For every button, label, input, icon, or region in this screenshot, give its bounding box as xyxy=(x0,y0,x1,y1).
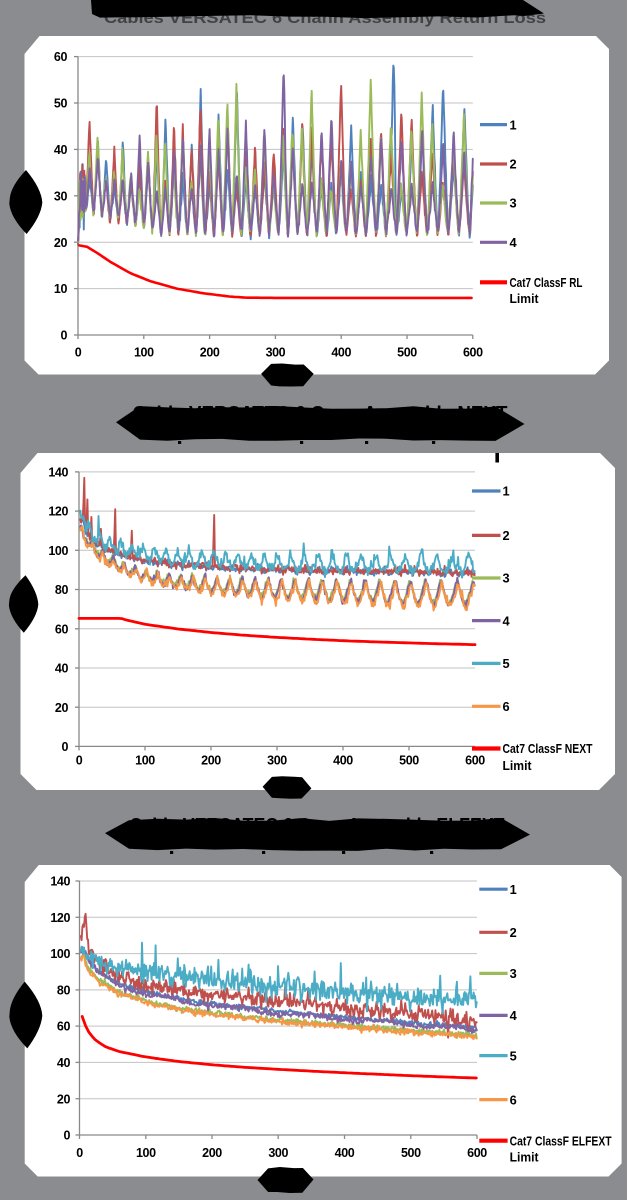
svg-text:60: 60 xyxy=(54,50,68,64)
svg-text:3: 3 xyxy=(503,571,510,586)
svg-text:80: 80 xyxy=(57,984,71,998)
svg-text:4: 4 xyxy=(503,613,511,628)
svg-text:100: 100 xyxy=(134,346,154,360)
svg-text:40: 40 xyxy=(54,143,68,157)
svg-text:0: 0 xyxy=(75,346,82,360)
svg-text:1: 1 xyxy=(510,882,517,897)
svg-text:5: 5 xyxy=(510,1048,517,1063)
svg-text:Cat7 ClassF NEXT: Cat7 ClassF NEXT xyxy=(503,741,593,756)
svg-text:20: 20 xyxy=(54,236,68,250)
svg-text:100: 100 xyxy=(136,1146,156,1160)
svg-text:5: 5 xyxy=(503,656,510,671)
svg-text:6: 6 xyxy=(503,699,510,714)
svg-text:0: 0 xyxy=(60,329,67,343)
svg-text:0: 0 xyxy=(61,740,68,754)
svg-text:0: 0 xyxy=(63,1129,70,1143)
svg-text:2: 2 xyxy=(510,925,517,940)
svg-text:140: 140 xyxy=(48,466,68,480)
svg-text:400: 400 xyxy=(333,753,353,767)
svg-text:2: 2 xyxy=(503,528,510,543)
svg-text:20: 20 xyxy=(55,701,69,715)
svg-text:3: 3 xyxy=(510,196,517,211)
svg-text:20: 20 xyxy=(57,1092,71,1106)
svg-text:4: 4 xyxy=(510,1008,518,1023)
svg-text:100: 100 xyxy=(48,544,68,558)
svg-text:10: 10 xyxy=(54,282,68,296)
svg-text:Limit: Limit xyxy=(503,758,533,773)
svg-text:80: 80 xyxy=(55,583,69,597)
svg-text:40: 40 xyxy=(55,662,69,676)
svg-text:40: 40 xyxy=(57,1056,71,1070)
svg-text:2: 2 xyxy=(510,157,517,172)
svg-text:600: 600 xyxy=(467,1146,487,1160)
svg-text:300: 300 xyxy=(267,753,287,767)
svg-text:200: 200 xyxy=(200,346,220,360)
svg-text:Limit: Limit xyxy=(510,1150,540,1165)
svg-text:500: 500 xyxy=(401,1146,421,1160)
svg-text:600: 600 xyxy=(465,753,485,767)
svg-text:100: 100 xyxy=(50,947,70,961)
svg-text:1: 1 xyxy=(510,117,517,132)
svg-text:Limit: Limit xyxy=(510,291,540,306)
svg-text:200: 200 xyxy=(202,1146,222,1160)
svg-text:300: 300 xyxy=(266,346,286,360)
svg-text:60: 60 xyxy=(55,622,69,636)
svg-text:3: 3 xyxy=(510,966,517,981)
svg-text:500: 500 xyxy=(397,346,417,360)
svg-text:100: 100 xyxy=(135,753,155,767)
svg-text:30: 30 xyxy=(54,189,68,203)
svg-text:400: 400 xyxy=(331,346,351,360)
svg-text:300: 300 xyxy=(268,1146,288,1160)
svg-text:140: 140 xyxy=(50,875,70,889)
svg-text:Cat7 ClassF RL: Cat7 ClassF RL xyxy=(510,275,583,290)
svg-text:1: 1 xyxy=(503,484,510,499)
svg-text:600: 600 xyxy=(463,346,483,360)
svg-text:200: 200 xyxy=(201,753,221,767)
svg-text:400: 400 xyxy=(335,1146,355,1160)
svg-text:500: 500 xyxy=(399,753,419,767)
svg-text:Cat7 ClassF ELFEXT: Cat7 ClassF ELFEXT xyxy=(510,1133,612,1148)
svg-text:120: 120 xyxy=(50,911,70,925)
svg-text:60: 60 xyxy=(57,1020,71,1034)
svg-text:50: 50 xyxy=(54,97,68,111)
svg-text:0: 0 xyxy=(76,753,83,767)
svg-text:120: 120 xyxy=(48,505,68,519)
svg-text:4: 4 xyxy=(510,235,518,250)
svg-text:6: 6 xyxy=(510,1092,517,1107)
svg-text:0: 0 xyxy=(76,1146,83,1160)
